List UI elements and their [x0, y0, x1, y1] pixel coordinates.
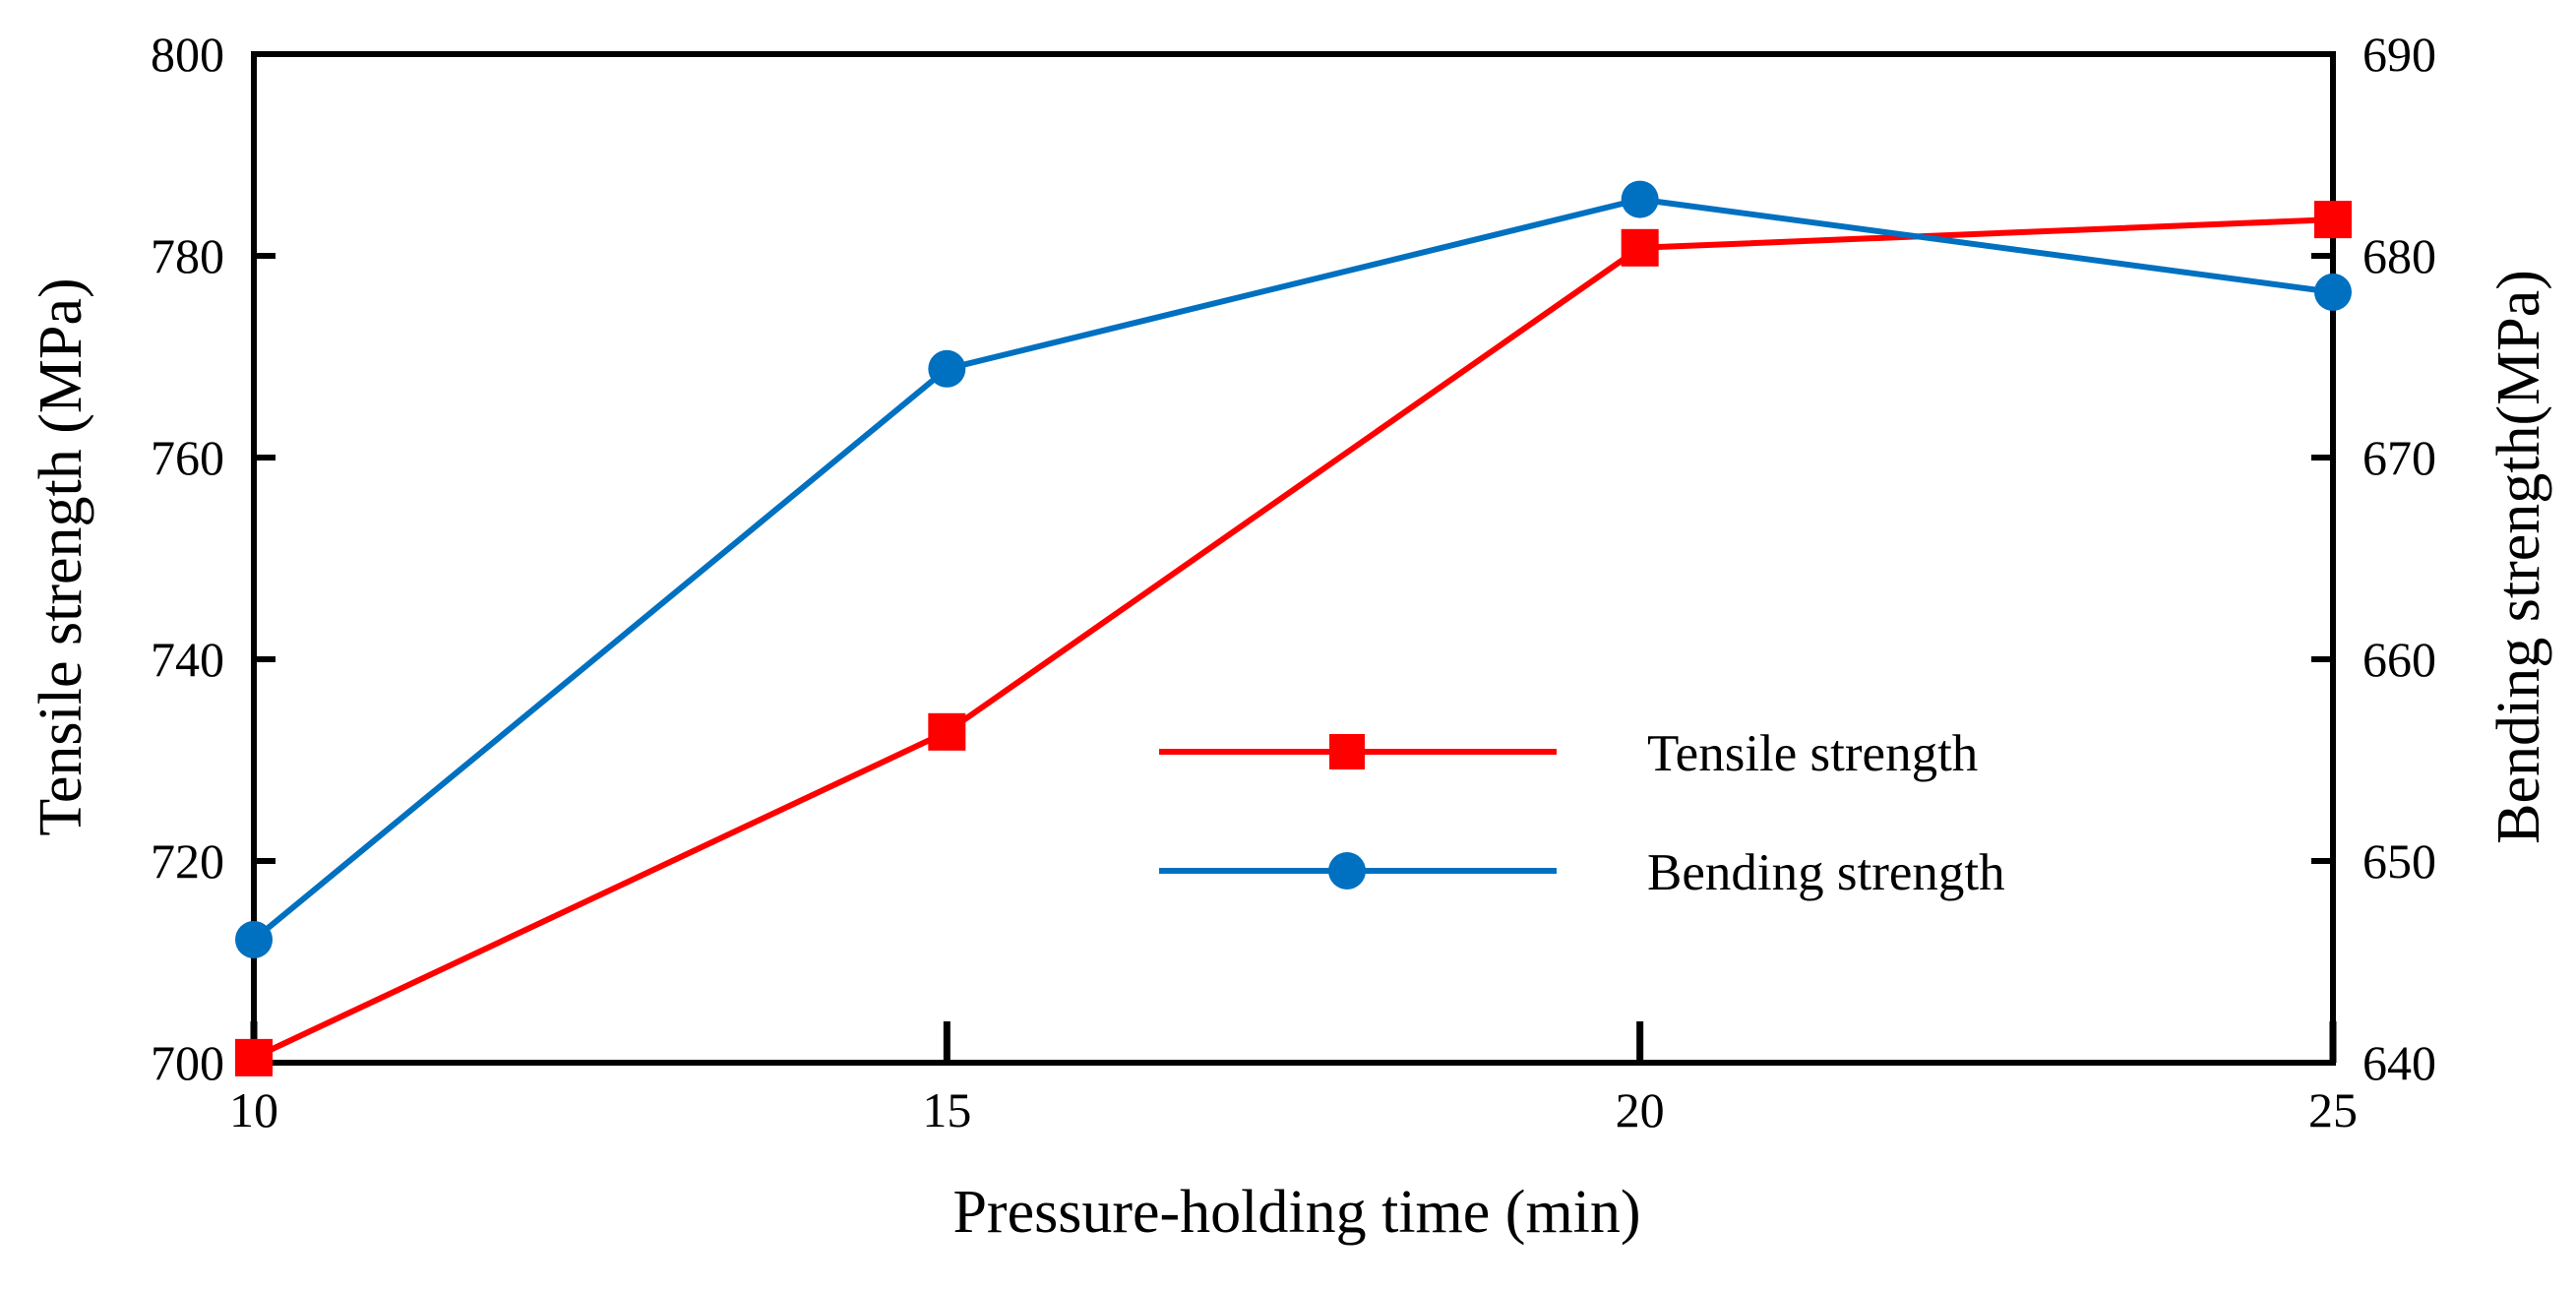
legend-tensile-label: Tensile strength: [1647, 725, 1978, 782]
x-tick-label: 15: [922, 1082, 971, 1137]
tensile-strength-point: [2314, 201, 2352, 239]
left-y-axis-title: Tensile strength (MPa): [28, 277, 94, 835]
legend: Tensile strength Bending strength: [1159, 725, 2005, 901]
tensile-strength-point: [928, 712, 966, 751]
legend-bending-label: Bending strength: [1647, 844, 2005, 901]
right-y-axis-title: Bending strength(MPa): [2485, 270, 2552, 844]
series-group: [235, 180, 2352, 1076]
bending-strength-point: [928, 349, 966, 388]
bending-strength-line: [252, 196, 2334, 943]
left-y-tick-label: 720: [151, 833, 224, 889]
right-y-tick-label: 670: [2362, 430, 2436, 485]
plot-frame: [251, 51, 2336, 1066]
legend-tensile-marker: [1329, 734, 1365, 769]
bending-strength-point: [2314, 273, 2352, 311]
tensile-strength-line: [252, 216, 2334, 1061]
right-y-tick-label: 640: [2362, 1035, 2436, 1090]
right-y-tick-label: 680: [2362, 228, 2436, 283]
x-tick-label: 20: [1616, 1082, 1665, 1137]
bending-strength-point: [1621, 180, 1659, 218]
bending-strength-point: [235, 920, 273, 958]
right-y-tick-label: 650: [2362, 833, 2436, 889]
ticks-group: 10 15 20 25 700 720 740 760 780 800 640 650 660 670 68…: [151, 27, 2436, 1137]
tensile-strength-point: [235, 1038, 273, 1076]
tensile-strength-point: [1621, 228, 1659, 267]
left-y-tick-label: 700: [151, 1035, 224, 1090]
left-y-tick-label: 740: [151, 632, 224, 687]
x-tick-label: 25: [2308, 1082, 2358, 1137]
legend-bending-marker: [1328, 852, 1366, 890]
left-y-tick-label: 800: [151, 27, 224, 82]
right-y-tick-label: 660: [2362, 632, 2436, 687]
left-y-tick-label: 760: [151, 430, 224, 485]
right-y-tick-label: 690: [2362, 27, 2436, 82]
x-axis-title: Pressure-holding time (min): [952, 1179, 1640, 1246]
x-tick-label: 10: [229, 1082, 278, 1137]
plot-frame-group: [251, 51, 2336, 1066]
left-y-tick-label: 780: [151, 228, 224, 283]
